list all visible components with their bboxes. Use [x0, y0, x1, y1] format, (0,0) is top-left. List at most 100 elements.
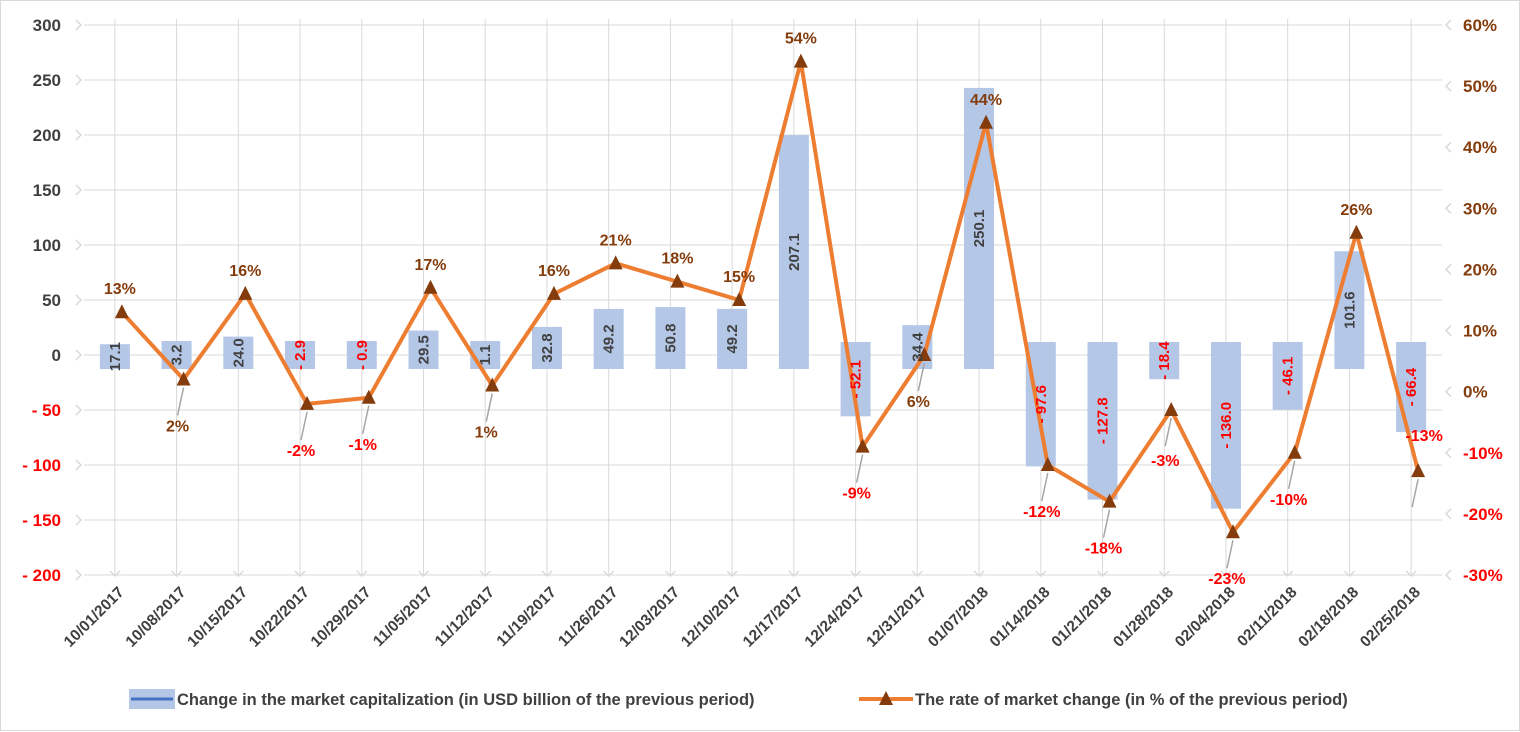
y-right-chevron	[1444, 508, 1452, 520]
bar	[1272, 342, 1303, 410]
x-axis-chevron	[1035, 570, 1047, 578]
line-marker	[176, 371, 191, 386]
y-left-chevron	[75, 404, 83, 416]
x-axis-chevron	[1220, 570, 1232, 578]
x-axis-chevron	[726, 570, 738, 578]
x-tick-label: 02/11/2018	[1234, 584, 1301, 651]
bar-value-label: 101.6	[1341, 291, 1358, 329]
label-leader-lines	[176, 362, 1419, 569]
x-tick-label: 11/19/2017	[494, 584, 560, 650]
rate-value-label: -9%	[842, 486, 870, 503]
gridlines	[75, 19, 1452, 581]
bar	[778, 135, 809, 369]
rate-value-label: 18%	[661, 251, 693, 268]
line-marker	[114, 304, 129, 319]
label-leader-line	[1102, 509, 1111, 538]
bar	[223, 336, 254, 369]
bar	[161, 341, 192, 369]
rate-value-label: -10%	[1270, 492, 1307, 509]
line-marker	[1164, 402, 1179, 416]
bar-value-label: 1.1	[477, 345, 494, 366]
bar-value-label: - 97.6	[1033, 385, 1050, 423]
y-right-chevron	[1444, 569, 1452, 581]
rate-value-label: -1%	[349, 437, 377, 454]
y-left-tick-label: 200	[33, 126, 61, 145]
y-right-tick-label: -10%	[1463, 444, 1503, 463]
x-axis-chevron	[1282, 570, 1294, 578]
rate-value-label: 15%	[723, 269, 755, 286]
x-tick-label: 10/01/2017	[61, 584, 128, 651]
y-right-chevron	[1444, 80, 1452, 92]
x-axis-chevron	[1405, 570, 1417, 578]
label-leader-line	[1164, 417, 1172, 447]
bar-value-label: - 127.8	[1095, 397, 1112, 444]
rate-value-label: 54%	[785, 31, 817, 48]
line-marker	[238, 285, 253, 300]
x-tick-label: 01/28/2018	[1110, 584, 1177, 651]
x-tick-label: 01/21/2018	[1048, 584, 1115, 651]
y-right-tick-label: 20%	[1463, 260, 1497, 279]
bar	[655, 307, 686, 369]
line-marker	[979, 114, 994, 129]
label-leader-line	[917, 362, 926, 392]
x-tick-label: 12/31/2017	[863, 584, 930, 651]
bar	[1334, 251, 1365, 369]
y-right-tick-label: 10%	[1463, 322, 1497, 341]
rate-line	[120, 59, 1421, 535]
x-tick-label: 02/18/2018	[1295, 584, 1362, 651]
bar-value-label: - 136.0	[1218, 402, 1235, 449]
line-marker	[1349, 224, 1364, 239]
bar-value-label: 250.1	[971, 210, 988, 248]
x-axis-chevron	[294, 570, 306, 578]
rate-value-label: 44%	[970, 92, 1002, 109]
rate-value-label: 1%	[475, 425, 498, 442]
y-left-tick-label: 0	[52, 346, 61, 365]
line-marker	[608, 255, 623, 270]
x-axis-chevron	[109, 570, 121, 578]
label-leader-line	[1041, 472, 1049, 502]
bar-value-label: 3.2	[169, 345, 186, 366]
bar-value-label: - 46.1	[1280, 357, 1297, 395]
bar-value-label: - 18.4	[1156, 341, 1173, 380]
x-tick-label: 10/22/2017	[246, 584, 313, 651]
y-right-chevron	[1444, 202, 1452, 214]
y-left-chevron	[75, 239, 83, 251]
y-right-chevron	[1444, 447, 1452, 459]
x-axis-chevron	[356, 570, 368, 578]
y-right-tick-label: 60%	[1463, 16, 1497, 35]
x-axis-chevron	[664, 570, 676, 578]
bar-value-label: - 2.9	[292, 340, 309, 370]
bar-value-label: - 0.9	[354, 340, 371, 370]
x-tick-label: 01/14/2018	[987, 584, 1054, 651]
y-left-tick-label: - 150	[22, 511, 61, 530]
label-leader-line	[176, 387, 185, 416]
legend-bar-label: Change in the market capitalization (in …	[177, 691, 755, 709]
y-right-tick-label: 0%	[1463, 383, 1488, 402]
bar	[593, 308, 624, 369]
x-tick-label: 01/07/2018	[925, 584, 992, 651]
y-right-tick-label: -30%	[1463, 566, 1503, 585]
x-axis-chevron	[417, 570, 430, 578]
bar-value-label: - 52.1	[848, 360, 865, 398]
y-left-tick-label: 300	[33, 16, 61, 35]
label-leader-line	[485, 393, 493, 422]
y-right-tick-label: 30%	[1463, 199, 1497, 218]
bar	[285, 341, 316, 369]
bar-value-label: - 66.4	[1403, 367, 1420, 406]
x-tick-label: 10/15/2017	[184, 584, 251, 651]
x-tick-label: 02/25/2018	[1357, 584, 1424, 651]
x-tick-label: 11/05/2017	[370, 584, 436, 650]
bar	[1087, 342, 1118, 500]
line-marker	[423, 279, 438, 294]
bar-value-label: 49.2	[724, 324, 741, 353]
rate-value-label: -13%	[1405, 428, 1442, 445]
rate-value-label: -2%	[287, 443, 315, 460]
y-left-chevron	[75, 74, 83, 86]
x-axis-chevron	[1096, 570, 1109, 578]
y-right-chevron	[1444, 19, 1452, 31]
y-left-tick-label: 250	[33, 71, 61, 90]
x-tick-label: 12/17/2017	[740, 584, 807, 651]
x-tick-label: 02/04/2018	[1172, 584, 1239, 651]
